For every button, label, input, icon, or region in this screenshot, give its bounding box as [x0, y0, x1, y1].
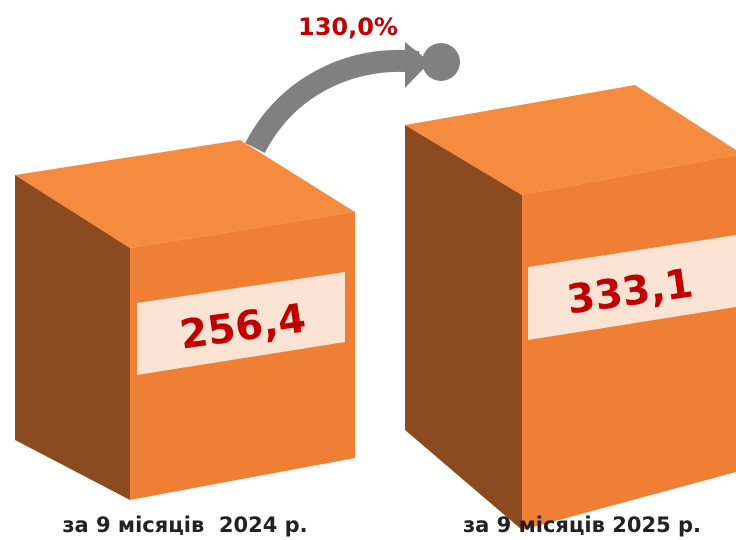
period-label: за 9 місяців 2025 р.	[463, 513, 701, 537]
growth-arrow	[255, 61, 418, 148]
cube-2024: 256,4	[15, 140, 355, 500]
cube-2025: 333,1	[405, 85, 736, 530]
infographic: 130,0% 256,4 333,1 за 9 місяців 2024 р. …	[0, 0, 736, 540]
arrow-dot	[422, 43, 460, 81]
cube-front	[522, 155, 736, 530]
cube-side	[405, 125, 522, 530]
period-label: за 9 місяців 2024 р.	[62, 513, 307, 537]
growth-label: 130,0%	[298, 13, 398, 41]
